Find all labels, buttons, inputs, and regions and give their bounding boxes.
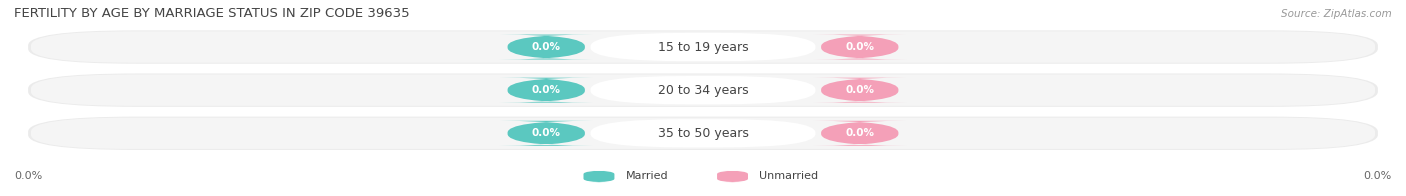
FancyBboxPatch shape [499,78,593,103]
FancyBboxPatch shape [31,118,1375,149]
Text: FERTILITY BY AGE BY MARRIAGE STATUS IN ZIP CODE 39635: FERTILITY BY AGE BY MARRIAGE STATUS IN Z… [14,7,409,20]
FancyBboxPatch shape [813,121,907,146]
FancyBboxPatch shape [591,33,815,61]
FancyBboxPatch shape [583,171,614,182]
Text: 0.0%: 0.0% [531,42,561,52]
FancyBboxPatch shape [499,121,593,146]
FancyBboxPatch shape [28,74,1378,107]
Text: Unmarried: Unmarried [759,171,818,181]
FancyBboxPatch shape [31,31,1375,63]
FancyBboxPatch shape [499,34,593,60]
FancyBboxPatch shape [813,34,907,60]
Text: 20 to 34 years: 20 to 34 years [658,84,748,97]
Text: 0.0%: 0.0% [845,42,875,52]
Text: Married: Married [626,171,668,181]
FancyBboxPatch shape [813,78,907,103]
FancyBboxPatch shape [28,117,1378,150]
FancyBboxPatch shape [591,76,815,104]
FancyBboxPatch shape [31,74,1375,106]
FancyBboxPatch shape [717,171,748,182]
Text: 15 to 19 years: 15 to 19 years [658,41,748,54]
Text: 0.0%: 0.0% [14,171,42,181]
Text: Source: ZipAtlas.com: Source: ZipAtlas.com [1281,9,1392,19]
Text: 0.0%: 0.0% [845,85,875,95]
Text: 0.0%: 0.0% [845,128,875,138]
FancyBboxPatch shape [28,30,1378,64]
FancyBboxPatch shape [591,119,815,147]
Text: 0.0%: 0.0% [531,85,561,95]
Text: 0.0%: 0.0% [531,128,561,138]
Text: 0.0%: 0.0% [1364,171,1392,181]
Text: 35 to 50 years: 35 to 50 years [658,127,748,140]
